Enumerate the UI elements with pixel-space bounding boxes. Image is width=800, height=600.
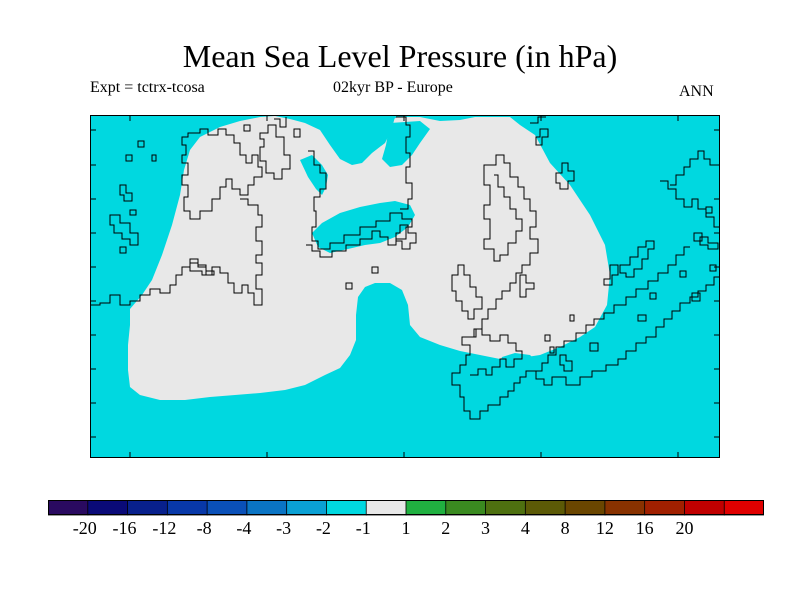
coastline bbox=[259, 124, 291, 180]
colorbar-swatch bbox=[564, 500, 606, 516]
coastline bbox=[530, 116, 549, 146]
colorbar-tick-label: 3 bbox=[481, 518, 491, 538]
colorbar-tick-label: 2 bbox=[441, 518, 451, 538]
colorbar-swatch bbox=[87, 500, 129, 516]
coastline bbox=[119, 184, 133, 202]
colorbar-swatch bbox=[48, 500, 89, 516]
colorbar-tick-label: 1 bbox=[401, 518, 411, 538]
colorbar-swatch bbox=[723, 500, 764, 516]
coastline bbox=[603, 264, 619, 286]
colorbar-tick-label: 20 bbox=[675, 518, 694, 538]
coastline bbox=[589, 292, 657, 352]
colorbar-tick-label: -1 bbox=[355, 518, 371, 538]
colorbar-swatch bbox=[405, 500, 447, 516]
colorbar-swatch bbox=[166, 500, 208, 516]
coastline bbox=[181, 128, 263, 220]
colorbar-swatch bbox=[127, 500, 169, 516]
colorbar-swatch bbox=[644, 500, 686, 516]
coastline bbox=[451, 276, 720, 420]
colorbar-tick-label: -4 bbox=[236, 518, 252, 538]
colorbar-swatch bbox=[604, 500, 646, 516]
map-panel bbox=[90, 115, 720, 458]
coastline bbox=[395, 224, 417, 250]
colorbar-tick-label: -3 bbox=[276, 518, 292, 538]
plot-title: Mean Sea Level Pressure (in hPa) bbox=[182, 38, 618, 74]
colorbar-tick-label: -20 bbox=[72, 518, 97, 538]
colorbar-swatch bbox=[684, 500, 725, 516]
coastline bbox=[119, 140, 157, 254]
coastline bbox=[699, 236, 719, 250]
colorbar-tick-label: 8 bbox=[560, 518, 570, 538]
coastline bbox=[468, 154, 539, 338]
period-region-label: 02kyr BP - Europe bbox=[333, 79, 453, 96]
map-frame bbox=[90, 115, 720, 458]
coastline bbox=[555, 162, 575, 190]
colorbar-tick-label: 16 bbox=[635, 518, 654, 538]
coastline bbox=[691, 264, 717, 302]
coastline bbox=[519, 274, 535, 298]
coastline bbox=[559, 354, 573, 372]
coastline bbox=[396, 116, 413, 210]
coastline bbox=[660, 180, 720, 228]
coastline bbox=[306, 150, 413, 258]
coastline-group bbox=[90, 116, 720, 420]
coastline bbox=[90, 198, 263, 306]
coastline bbox=[679, 206, 713, 278]
season-label: ANN bbox=[679, 83, 714, 100]
colorbar-labels: -20 -16 -12 -8 -4 -3 -2 -1 1 2 3 4 8 12 16 20 bbox=[0, 518, 800, 542]
colorbar-swatch bbox=[485, 500, 527, 516]
coastline bbox=[189, 262, 215, 276]
sea-basin bbox=[498, 353, 540, 383]
coastline bbox=[619, 240, 655, 278]
coastline bbox=[243, 124, 379, 290]
colorbar-swatch bbox=[365, 500, 407, 516]
experiment-label: Expt = tctrx-tcosa bbox=[90, 79, 205, 96]
bay-inlet bbox=[300, 155, 328, 195]
coastline bbox=[468, 328, 523, 376]
colorbar bbox=[48, 500, 764, 516]
colorbar-swatch bbox=[445, 500, 487, 516]
colorbar-tick-label: 12 bbox=[595, 518, 614, 538]
coastline bbox=[109, 214, 139, 246]
colorbar-tick-label: -2 bbox=[315, 518, 331, 538]
colorbar-swatch bbox=[286, 500, 328, 516]
coastline bbox=[483, 164, 523, 262]
colorbar-swatch bbox=[206, 500, 248, 516]
colorbar-tick-label: -8 bbox=[196, 518, 212, 538]
coastline bbox=[536, 246, 690, 372]
colorbar-tick-label: -16 bbox=[112, 518, 137, 538]
colorbar-swatch bbox=[524, 500, 566, 516]
colorbar-swatch bbox=[246, 500, 288, 516]
colorbar-swatch bbox=[326, 500, 367, 516]
colorbar-tick-label: 4 bbox=[520, 518, 530, 538]
coastline bbox=[544, 314, 575, 354]
coastline bbox=[451, 264, 483, 320]
coastline bbox=[670, 150, 720, 186]
coastline bbox=[274, 117, 301, 138]
colorbar-tick-label: -12 bbox=[152, 518, 177, 538]
bay-inlet bbox=[372, 117, 395, 145]
